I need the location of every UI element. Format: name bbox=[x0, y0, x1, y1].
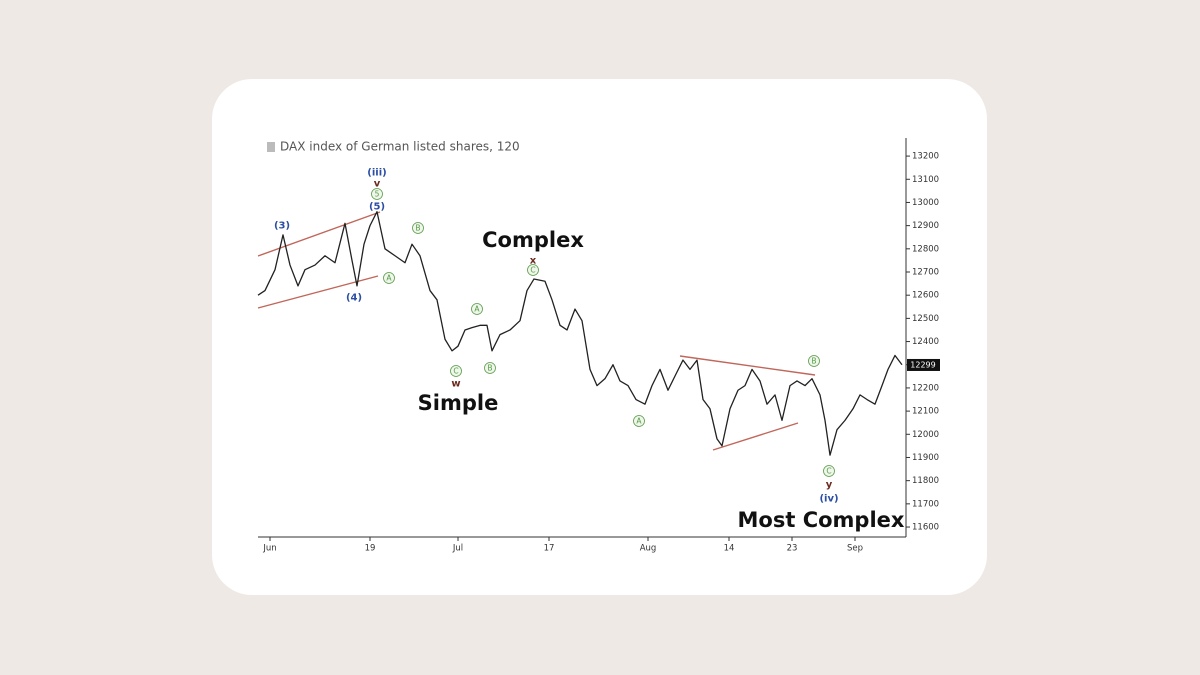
x-tick-label: 23 bbox=[787, 544, 798, 554]
wave-label: (4) bbox=[346, 293, 362, 304]
wave-label: w bbox=[451, 379, 460, 390]
wave-label: C bbox=[530, 266, 535, 275]
x-tick-label: 14 bbox=[724, 544, 735, 554]
wave-circle bbox=[383, 272, 395, 284]
callout: Simple bbox=[418, 391, 499, 415]
callout: Complex bbox=[482, 228, 584, 252]
wave-circle bbox=[412, 222, 424, 234]
wave-label: A bbox=[636, 417, 642, 426]
price-line bbox=[257, 211, 903, 456]
wave-circle bbox=[471, 303, 483, 315]
y-tick-label: 13000 bbox=[912, 198, 939, 208]
y-tick-label: 11900 bbox=[912, 453, 939, 463]
wave-label: x bbox=[530, 256, 537, 267]
trend-line bbox=[712, 422, 799, 451]
y-tick-label: 12100 bbox=[912, 407, 939, 417]
wave-label: B bbox=[487, 364, 492, 373]
y-tick-label: 12500 bbox=[912, 314, 939, 324]
x-tick-label: 17 bbox=[544, 544, 555, 554]
y-tick-label: 12200 bbox=[912, 383, 939, 393]
wave-circle bbox=[371, 188, 383, 200]
chart-title: DAX index of German listed shares, 120 bbox=[280, 140, 520, 154]
wave-circle bbox=[450, 365, 462, 377]
wave-label: A bbox=[474, 305, 480, 314]
x-tick-label: Aug bbox=[640, 544, 657, 554]
wave-label: B bbox=[415, 224, 420, 233]
y-tick-label: 12400 bbox=[912, 337, 939, 347]
wave-circle bbox=[633, 415, 645, 427]
callout: Most Complex bbox=[738, 508, 905, 532]
wave-label: C bbox=[453, 367, 458, 376]
y-tick-label: 12600 bbox=[912, 291, 939, 301]
y-tick-label: 12700 bbox=[912, 268, 939, 278]
wave-label: (iii) bbox=[367, 168, 386, 179]
y-tick-label: 12900 bbox=[912, 221, 939, 231]
wave-circle bbox=[808, 355, 820, 367]
x-tick-label: Jul bbox=[452, 544, 463, 554]
x-tick-label: Sep bbox=[847, 544, 863, 554]
wave-label: (5) bbox=[369, 202, 385, 213]
x-tick-label: 19 bbox=[365, 544, 376, 554]
y-tick-label: 11700 bbox=[912, 499, 939, 509]
y-tick-label: 13200 bbox=[912, 152, 939, 162]
wave-label: y bbox=[826, 480, 833, 491]
y-tick-label: 12000 bbox=[912, 430, 939, 440]
wave-label: (3) bbox=[274, 221, 290, 232]
y-tick-label: 11800 bbox=[912, 476, 939, 486]
wave-label: v bbox=[374, 179, 381, 190]
wave-circle bbox=[527, 264, 539, 276]
y-tick-label: 13100 bbox=[912, 175, 939, 185]
trend-line bbox=[257, 211, 381, 257]
wave-circle bbox=[823, 465, 835, 477]
wave-label: 5 bbox=[375, 190, 380, 199]
wave-label: A bbox=[386, 274, 392, 283]
wave-label: (iv) bbox=[819, 494, 838, 505]
y-tick-label: 11600 bbox=[912, 523, 939, 533]
last-value: 12299 bbox=[910, 360, 935, 369]
wave-label: C bbox=[826, 467, 831, 476]
y-tick-label: 12800 bbox=[912, 244, 939, 254]
title-icon bbox=[267, 142, 275, 152]
x-tick-label: Jun bbox=[262, 544, 276, 554]
card bbox=[212, 79, 987, 595]
wave-label: B bbox=[811, 357, 816, 366]
wave-circle bbox=[484, 362, 496, 374]
last-value-box bbox=[907, 358, 940, 371]
trend-line bbox=[679, 355, 816, 376]
